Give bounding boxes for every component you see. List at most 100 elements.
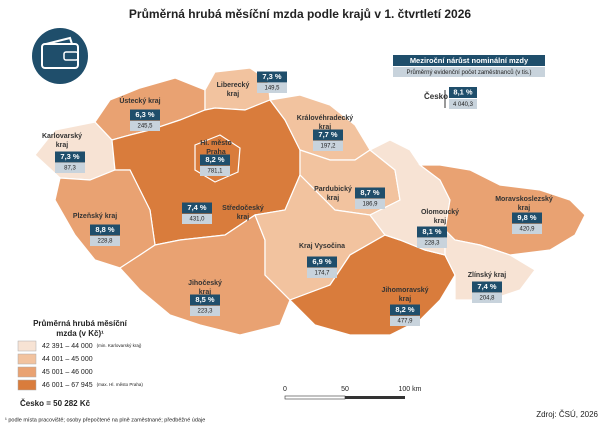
growth-box (355, 187, 385, 199)
region-employees: 228,8 (97, 239, 113, 245)
region-employees: 197,2 (320, 144, 336, 150)
scale-label: 0 (283, 386, 287, 393)
legend-note: (min. Karlovarský kraj) (97, 343, 142, 348)
legend-swatch (17, 340, 37, 352)
source: Zdroj: ČSÚ, 2026 (536, 410, 598, 419)
employees-box (512, 224, 542, 234)
region-name: kraj (199, 289, 212, 296)
region-employees: 477,9 (397, 319, 413, 325)
region-name: kraj (237, 214, 250, 221)
country-employees-box (449, 99, 477, 109)
region-name: kraj (434, 218, 447, 225)
scale-bar (284, 395, 405, 400)
legend-label: 42 391 – 44 000 (42, 343, 93, 350)
growth-box (200, 154, 230, 166)
legend-swatch (17, 366, 37, 378)
region (119, 214, 291, 336)
employees-box (182, 214, 212, 224)
legend-swatch (17, 379, 37, 391)
employees-box (130, 121, 160, 131)
region-growth: 6,9 % (312, 257, 332, 266)
region-employees: 204,8 (479, 296, 495, 302)
employees-box (472, 293, 502, 303)
growth-box (130, 109, 160, 121)
employees-box (190, 306, 220, 316)
region-employees: 245,5 (137, 124, 153, 130)
employees-box (55, 163, 85, 173)
employees-box (257, 83, 287, 93)
title: Průměrná hrubá měsíční mzda podle krajů … (129, 7, 471, 21)
region-employees: 420,9 (519, 227, 535, 233)
country-name: Česko (424, 92, 448, 101)
employees-box (390, 316, 420, 326)
region-growth: 8,1 % (422, 227, 442, 236)
growth-box (90, 224, 120, 236)
legend-title: Průměrná hrubá měsíční (33, 319, 128, 328)
region-name: kraj (227, 91, 240, 98)
region-growth: 8,2 % (205, 155, 225, 164)
region-growth: 9,8 % (517, 213, 537, 222)
growth-box (472, 281, 502, 293)
legend-label: 45 001 – 46 000 (42, 369, 93, 376)
footnote: ¹ podle místa pracoviště; osoby přepočte… (5, 417, 205, 423)
growth-box (390, 304, 420, 316)
region-name: Kraj Vysočina (299, 243, 345, 250)
growth-box (55, 151, 85, 163)
region-name: kraj (319, 124, 332, 131)
region-growth: 7,3 % (60, 152, 80, 161)
region-name: Jihomoravský (381, 287, 428, 294)
region-growth: 8,5 % (195, 295, 215, 304)
region (418, 164, 586, 256)
legend-label: 46 001 – 67 945 (42, 382, 93, 389)
growth-key (393, 55, 545, 66)
legend-title: mzda (v Kč)¹ (56, 329, 104, 338)
employees-box (90, 236, 120, 246)
region-employees: 223,3 (197, 309, 213, 315)
employees-box (313, 141, 343, 151)
region-name: Olomoucký (421, 209, 459, 216)
region-growth: 8,7 % (360, 188, 380, 197)
scale-label: 100 km (399, 386, 422, 393)
growth-box (417, 226, 447, 238)
legend-swatch (17, 353, 37, 365)
region-employees: 87,3 (64, 166, 76, 172)
region-name: kraj (56, 142, 69, 149)
region-employees: 781,1 (207, 169, 223, 175)
region-growth: 7,3 % (262, 72, 282, 81)
region (444, 228, 536, 301)
employees-key-text: Průměrný evidenční počet zaměstnanců (v … (406, 69, 531, 76)
growth-box (313, 129, 343, 141)
employees-box (200, 166, 230, 176)
region-name: Praha (206, 149, 226, 156)
region-growth: 8,2 % (395, 305, 415, 314)
region-growth: 7,4 % (187, 203, 207, 212)
region-name: Středočeský (222, 205, 264, 212)
employees-box (307, 268, 337, 278)
region-name: kraj (399, 296, 412, 303)
region-name: kraj (518, 205, 531, 212)
region-growth: 7,7 % (318, 130, 338, 139)
region-name: kraj (327, 195, 340, 202)
growth-box (512, 212, 542, 224)
region-employees: 174,7 (314, 271, 330, 277)
region-name: Královéhradecký (297, 115, 354, 122)
region-employees: 431,0 (189, 217, 205, 223)
growth-box (257, 71, 287, 83)
employees-key (393, 67, 545, 77)
employees-box (355, 199, 385, 209)
region-employees: 149,5 (264, 86, 280, 92)
region-employees: 186,9 (362, 202, 378, 208)
region-growth: 8,8 % (95, 225, 115, 234)
wallet-icon (32, 28, 88, 84)
region-name: Moravskoslezský (495, 196, 553, 203)
region-name: Jihočeský (188, 280, 222, 287)
growth-box (307, 256, 337, 268)
region-growth: 6,3 % (135, 110, 155, 119)
region-name: Hl. město (200, 140, 232, 147)
country-wage: Česko = 50 282 Kč (20, 399, 91, 408)
region-name: Zlínský kraj (468, 272, 507, 279)
country-growth: 8,1 % (453, 87, 473, 96)
country-growth-box (449, 87, 477, 98)
legend-label: 44 001 – 45 000 (42, 356, 93, 363)
